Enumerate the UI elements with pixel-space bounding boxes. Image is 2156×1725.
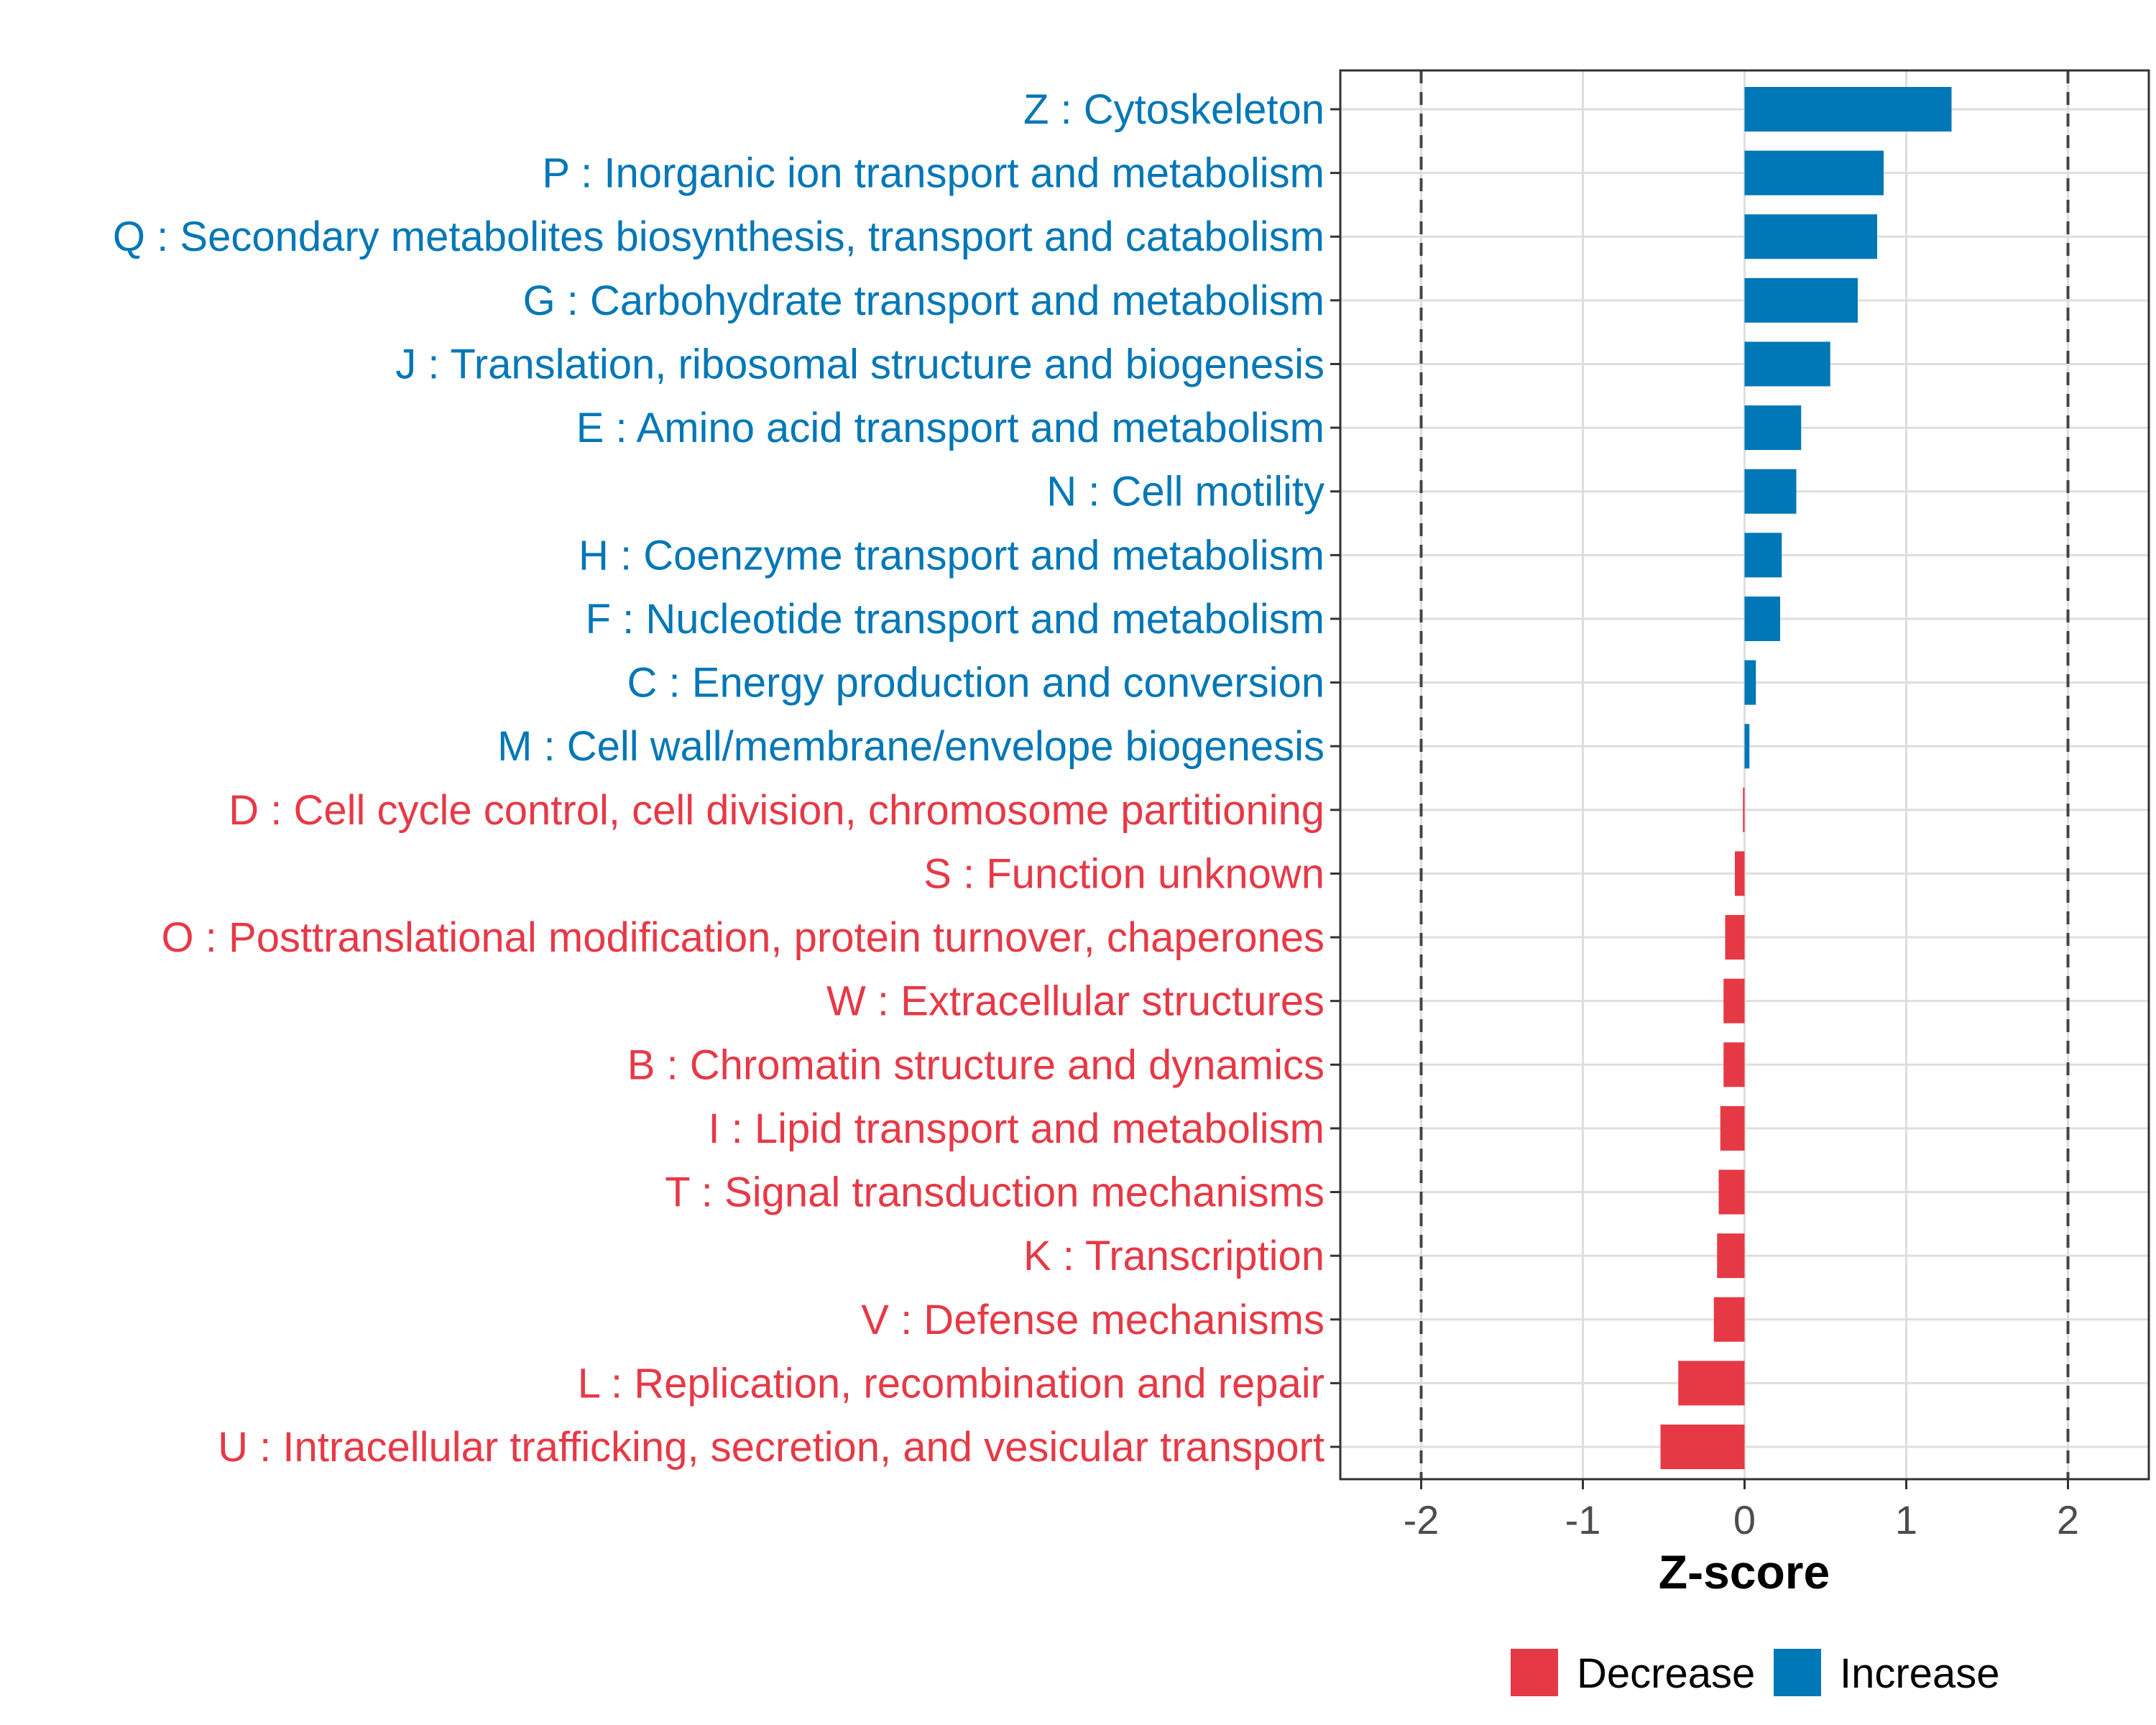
bar [1723,978,1745,1024]
bar [1744,405,1802,451]
category-label: H : Coenzyme transport and metabolism [579,532,1325,579]
category-label: P : Inorganic ion transport and metaboli… [542,150,1325,197]
legend-label: Increase [1840,1650,1999,1697]
x-tick-label: -1 [1565,1497,1601,1542]
bar [1744,214,1877,259]
x-tick-label: 0 [1733,1497,1756,1542]
category-label: N : Cell motility [1046,469,1325,515]
bar [1744,469,1797,514]
x-axis-title: Z-score [1659,1545,1830,1598]
bar [1744,277,1858,323]
x-tick-label: -2 [1404,1497,1439,1542]
bar [1744,87,1952,132]
x-tick-label: 1 [1895,1497,1917,1542]
bar [1744,724,1750,769]
legend-swatch [1511,1649,1558,1696]
bar [1744,150,1884,196]
bar [1660,1425,1745,1469]
category-label: O : Posttranslational modification, prot… [162,914,1325,961]
bar [1718,1169,1745,1215]
category-label: E : Amino acid transport and metabolism [576,405,1325,451]
category-label: U : Intracellular trafficking, secretion… [218,1424,1325,1471]
bar [1713,1297,1745,1342]
x-tick-label: 2 [2057,1497,2079,1542]
category-label: G : Carbohydrate transport and metabolis… [523,277,1325,324]
category-label: Q : Secondary metabolites biosynthesis, … [113,213,1325,260]
legend-label: Decrease [1577,1650,1755,1697]
category-label: M : Cell wall/membrane/envelope biogenes… [497,723,1325,770]
category-label: K : Transcription [1023,1233,1325,1279]
bar [1717,1233,1745,1279]
category-label: J : Translation, ribosomal structure and… [395,341,1325,387]
bar [1744,533,1782,578]
bar [1744,341,1830,387]
bar [1678,1361,1745,1406]
legend-swatch [1774,1649,1821,1696]
category-label: D : Cell cycle control, cell division, c… [229,787,1325,834]
category-label: Z : Cytoskeleton [1023,86,1325,133]
bar [1725,915,1745,960]
category-label: S : Function unknown [923,850,1325,897]
category-label: B : Chromatin structure and dynamics [627,1041,1325,1088]
category-label: F : Nucleotide transport and metabolism [586,596,1325,643]
bar [1735,851,1745,896]
category-label: T : Signal transduction mechanisms [665,1169,1325,1216]
category-label: W : Extracellular structures [826,978,1325,1025]
category-label: I : Lipid transport and metabolism [708,1105,1325,1152]
bar [1743,787,1745,832]
bar [1720,1105,1745,1151]
category-label: L : Replication, recombination and repai… [578,1360,1325,1407]
category-label: V : Defense mechanisms [861,1297,1325,1343]
bar [1744,596,1780,641]
bar [1744,660,1756,705]
bar [1723,1042,1745,1087]
category-label: C : Energy production and conversion [627,660,1325,707]
